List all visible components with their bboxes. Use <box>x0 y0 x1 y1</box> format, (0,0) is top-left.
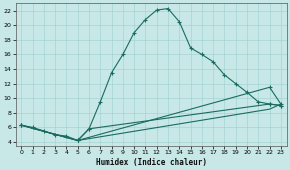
X-axis label: Humidex (Indice chaleur): Humidex (Indice chaleur) <box>96 158 206 167</box>
